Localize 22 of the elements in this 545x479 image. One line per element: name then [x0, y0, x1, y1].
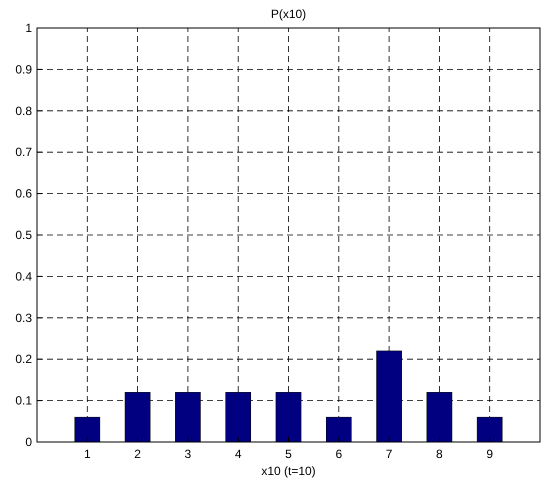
y-tick-label: 0.8 — [15, 104, 32, 118]
y-tick-label: 1 — [25, 21, 32, 35]
y-tick-label: 0.9 — [15, 62, 32, 76]
x-tick-label: 7 — [386, 447, 393, 461]
x-axis-title: x10 (t=10) — [261, 464, 316, 478]
x-tick-label: 3 — [184, 447, 192, 461]
y-tick-label: 0.6 — [15, 186, 32, 201]
y-tick-label: 0.5 — [15, 228, 32, 242]
y-tick-label: 0.4 — [15, 269, 32, 284]
x-tick-label: 9 — [486, 447, 494, 461]
chart-title: P(x10) — [270, 7, 306, 21]
y-tick-label: 0.2 — [15, 352, 32, 366]
x-tick-label: 6 — [335, 447, 342, 461]
y-tick-label: 0.7 — [15, 145, 32, 160]
x-tick-label: 8 — [436, 447, 444, 461]
x-tick-label: 4 — [234, 447, 242, 461]
x-tick-label: 1 — [84, 447, 91, 461]
y-tick-label: 0.3 — [15, 310, 32, 325]
y-tick-label: 0.1 — [15, 394, 32, 408]
y-tick-label: 0 — [25, 435, 32, 449]
x-tick-label: 5 — [285, 447, 292, 461]
x-tick-label: 2 — [134, 447, 142, 461]
